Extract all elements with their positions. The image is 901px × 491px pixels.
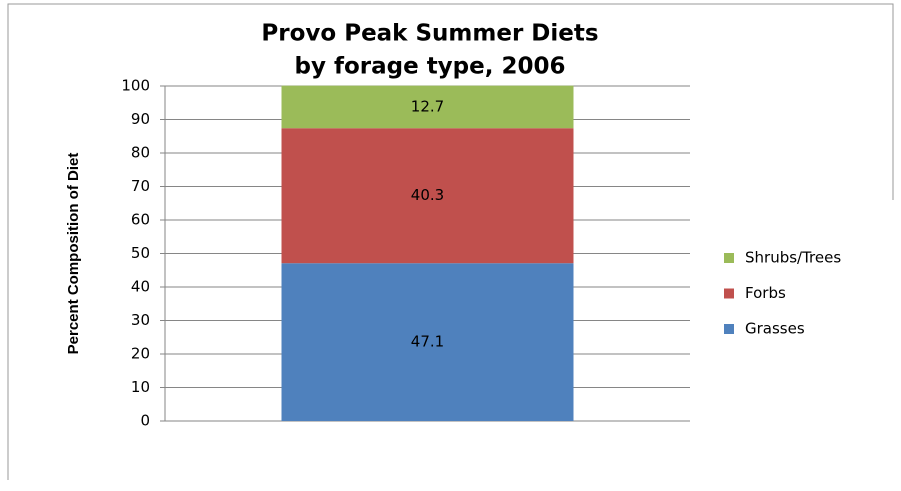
legend-label: Shrubs/Trees (745, 249, 841, 267)
data-label: 47.1 (411, 333, 444, 351)
y-tick-label: 20 (131, 345, 150, 363)
chart-border (7, 3, 894, 480)
y-tick-label: 60 (131, 211, 150, 229)
chart-title: Provo Peak Summer Diets (261, 21, 598, 47)
y-tick-label: 0 (140, 412, 150, 430)
chart-title: by forage type, 2006 (294, 54, 565, 80)
y-tick-label: 80 (131, 144, 150, 162)
legend-swatch (724, 288, 734, 299)
legend-label: Grasses (745, 320, 805, 338)
bar-segment (281, 85, 574, 129)
y-tick-label: 90 (131, 110, 150, 128)
legend-swatch (724, 253, 734, 263)
data-label: 12.7 (411, 97, 444, 115)
y-tick-label: 100 (121, 77, 150, 95)
y-axis-label: Percent Composition of Diet (65, 153, 82, 355)
legend-label: Forbs (745, 284, 786, 302)
legend-swatch (724, 324, 734, 334)
y-tick-label: 50 (131, 244, 150, 262)
y-tick-label: 10 (131, 378, 150, 396)
bar-segment (281, 128, 574, 264)
y-tick-label: 70 (131, 177, 150, 195)
data-label: 40.3 (411, 186, 444, 204)
y-tick-label: 40 (131, 278, 150, 296)
bar-segment (281, 263, 574, 421)
y-tick-label: 30 (131, 311, 150, 329)
